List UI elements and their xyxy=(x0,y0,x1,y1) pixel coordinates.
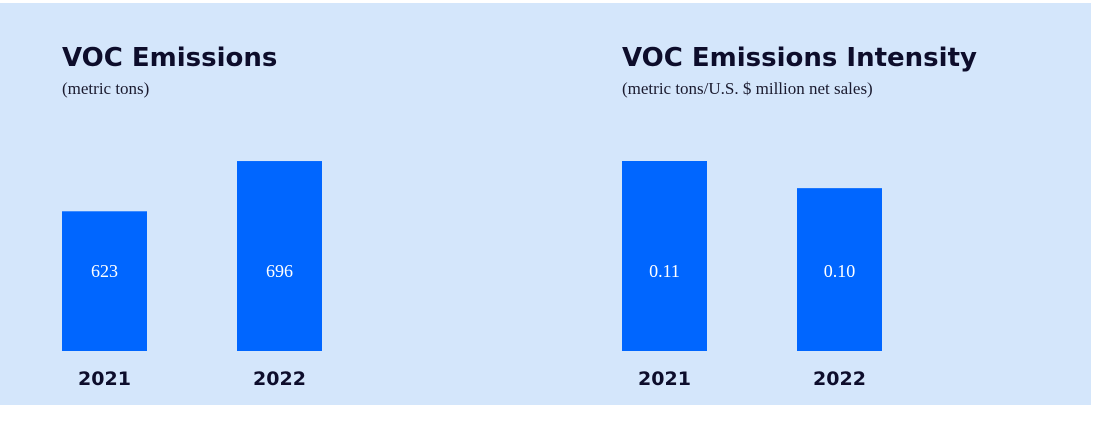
value-label: 0.10 xyxy=(824,261,856,281)
x-tick-label: 2022 xyxy=(253,368,306,390)
x-tick-label: 2022 xyxy=(813,368,866,390)
background xyxy=(0,3,1091,405)
chart-title: VOC Emissions xyxy=(62,43,277,73)
value-label: 0.11 xyxy=(649,261,680,281)
chart-subtitle: (metric tons) xyxy=(62,79,149,98)
bar xyxy=(622,161,707,351)
chart-subtitle: (metric tons/U.S. $ million net sales) xyxy=(622,79,873,98)
x-tick-label: 2021 xyxy=(78,368,131,390)
value-label: 696 xyxy=(266,261,293,281)
chart-title: VOC Emissions Intensity xyxy=(622,43,977,73)
bar xyxy=(797,188,882,351)
bar xyxy=(237,161,322,351)
x-tick-label: 2021 xyxy=(638,368,691,390)
bar xyxy=(62,211,147,351)
value-label: 623 xyxy=(91,261,118,281)
